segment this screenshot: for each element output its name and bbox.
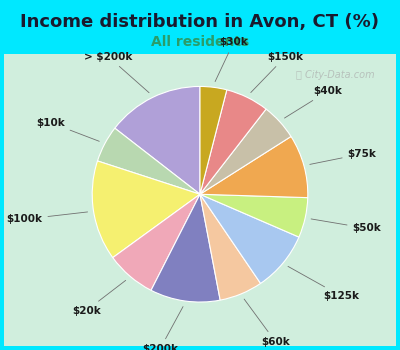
Text: $40k: $40k — [284, 86, 342, 118]
Text: $50k: $50k — [311, 219, 381, 233]
Text: $125k: $125k — [288, 266, 359, 301]
Text: > $200k: > $200k — [84, 52, 149, 93]
Text: $20k: $20k — [72, 280, 126, 316]
Wedge shape — [115, 86, 200, 194]
Wedge shape — [151, 194, 220, 302]
Text: $30k: $30k — [215, 37, 248, 82]
Wedge shape — [200, 90, 266, 194]
Text: Income distribution in Avon, CT (%): Income distribution in Avon, CT (%) — [20, 13, 380, 31]
Wedge shape — [98, 128, 200, 194]
Text: $60k: $60k — [244, 299, 290, 346]
Text: Ⓢ City-Data.com: Ⓢ City-Data.com — [296, 70, 375, 80]
Wedge shape — [200, 136, 308, 198]
Wedge shape — [200, 86, 227, 194]
FancyBboxPatch shape — [4, 54, 396, 346]
Text: $10k: $10k — [36, 118, 99, 141]
Text: $150k: $150k — [251, 52, 303, 92]
Wedge shape — [113, 194, 200, 290]
Wedge shape — [92, 161, 200, 258]
Wedge shape — [200, 194, 299, 284]
Text: $75k: $75k — [310, 149, 376, 164]
Text: All residents: All residents — [151, 35, 249, 49]
Wedge shape — [200, 109, 291, 194]
Text: $100k: $100k — [6, 212, 88, 224]
Wedge shape — [200, 194, 308, 237]
Text: $200k: $200k — [142, 307, 183, 350]
Wedge shape — [200, 194, 260, 300]
